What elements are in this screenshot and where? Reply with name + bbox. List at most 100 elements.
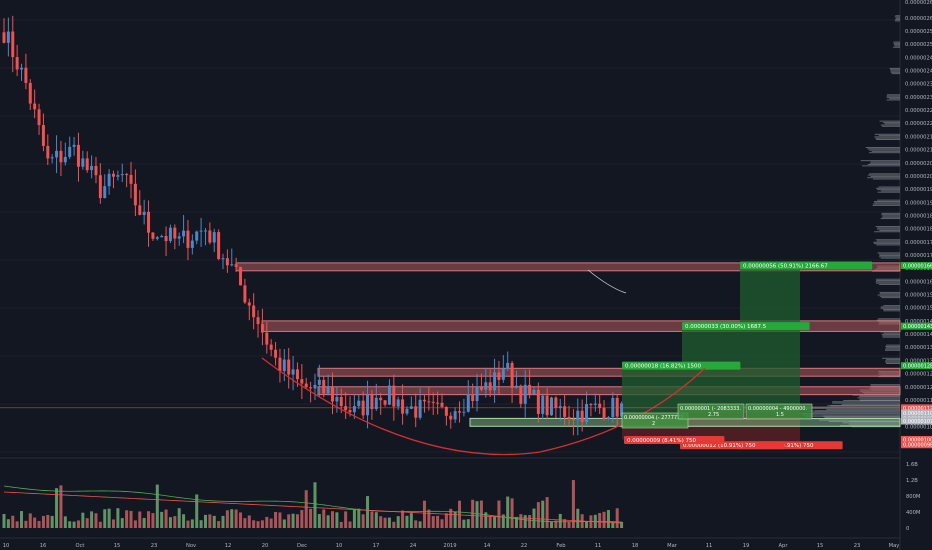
time-tick-label: Apr — [779, 543, 789, 549]
candle — [90, 155, 94, 179]
candle — [458, 401, 462, 423]
profile-row — [886, 95, 900, 97]
candle — [602, 400, 606, 421]
candle-body — [138, 205, 142, 215]
profile-row — [870, 385, 900, 387]
volume-bar — [168, 517, 172, 528]
volume-bar — [528, 515, 532, 528]
volume-bar — [510, 498, 514, 528]
candle-body — [488, 382, 492, 391]
price-tick-label: 0.00000135 — [905, 345, 932, 351]
candle-body — [234, 264, 238, 267]
candle — [567, 405, 571, 425]
candle-body — [243, 285, 247, 303]
price-tick-label: 0.00000255 — [905, 29, 932, 35]
price-tick-label: 0.00000145 — [905, 319, 932, 325]
profile-row — [801, 414, 900, 416]
profile-row — [871, 150, 900, 152]
candle-body — [217, 232, 221, 259]
volume-axis[interactable]: 1.6B 1.2B 800M 400M 0 — [906, 462, 920, 532]
candle-body — [76, 144, 80, 167]
candle — [519, 384, 523, 408]
volume-bar — [234, 509, 238, 528]
candle-body — [567, 416, 571, 419]
candle — [348, 396, 352, 417]
candle-body — [550, 397, 553, 416]
candle — [374, 383, 378, 411]
volume-bar — [313, 482, 317, 528]
profile-row — [859, 398, 900, 400]
volume-bar — [488, 515, 492, 528]
candle-body — [418, 399, 422, 418]
candle — [287, 348, 291, 389]
candle — [440, 393, 444, 409]
position-label-box — [677, 403, 745, 420]
position-tools[interactable]: 0.00000056 (50.91%) 2166.67 0.00000012 (1… — [622, 261, 873, 450]
candle-body — [129, 174, 133, 184]
time-axis[interactable]: 10 16 Oct 15 23 Nov 12 20 Dec 10 17 24 2019 14 22 Feb 11… — [3, 543, 900, 549]
candle-body — [287, 359, 291, 375]
volume-bar — [274, 511, 278, 528]
candle-body — [554, 397, 558, 409]
candle-body — [436, 402, 440, 404]
profile-row — [880, 331, 900, 333]
candle-body — [164, 235, 168, 242]
candle-body — [133, 183, 137, 206]
volume-bar — [387, 517, 391, 528]
candle-body — [304, 383, 308, 388]
candle — [50, 154, 54, 164]
price-marker-box — [901, 362, 932, 370]
candle-body — [225, 258, 229, 266]
candle — [322, 376, 326, 398]
target-label: 0.00000033 (30.00%) 1687.5 — [685, 324, 767, 330]
volume-bar — [519, 514, 523, 528]
candle-body — [125, 174, 129, 176]
candle-body — [90, 165, 94, 171]
candle — [475, 373, 479, 412]
volume-bar — [453, 511, 457, 528]
candle-body — [571, 418, 575, 421]
candle — [501, 355, 505, 383]
time-tick-label: 17 — [373, 543, 380, 549]
candle-body — [151, 232, 155, 239]
price-marker-box — [901, 404, 932, 412]
candle-body — [326, 387, 330, 394]
candle-body — [519, 385, 523, 404]
candle-body — [112, 173, 115, 177]
volume-bar — [514, 516, 518, 528]
candle — [589, 403, 593, 417]
volume-bar — [536, 502, 540, 528]
candle-body — [615, 397, 619, 417]
volume-bar — [265, 516, 269, 528]
candle-body — [392, 385, 396, 407]
profile-row — [873, 200, 900, 202]
candle — [138, 190, 142, 216]
volume-series — [2, 480, 624, 528]
volume-bar — [230, 509, 234, 528]
target-label-box — [622, 361, 741, 370]
volume-bar — [444, 513, 448, 528]
candle-body — [265, 332, 269, 345]
price-tick-label: 0.00000155 — [905, 293, 932, 299]
volume-bar — [471, 499, 475, 528]
candle-body — [466, 394, 470, 412]
candle-body — [405, 408, 409, 414]
profile-row — [879, 291, 900, 293]
candle — [28, 79, 32, 110]
target-label-box — [740, 261, 873, 270]
candle-body — [427, 401, 431, 403]
profile-row — [870, 161, 900, 163]
candle-body — [33, 103, 37, 110]
candle-body — [182, 230, 186, 237]
profile-row — [883, 305, 900, 307]
volume-tick-label: 1.2B — [906, 478, 918, 484]
resistance-zone — [317, 367, 901, 377]
candle — [208, 222, 212, 245]
volume-bar — [142, 517, 146, 528]
candle — [611, 392, 615, 423]
candle — [225, 249, 229, 273]
